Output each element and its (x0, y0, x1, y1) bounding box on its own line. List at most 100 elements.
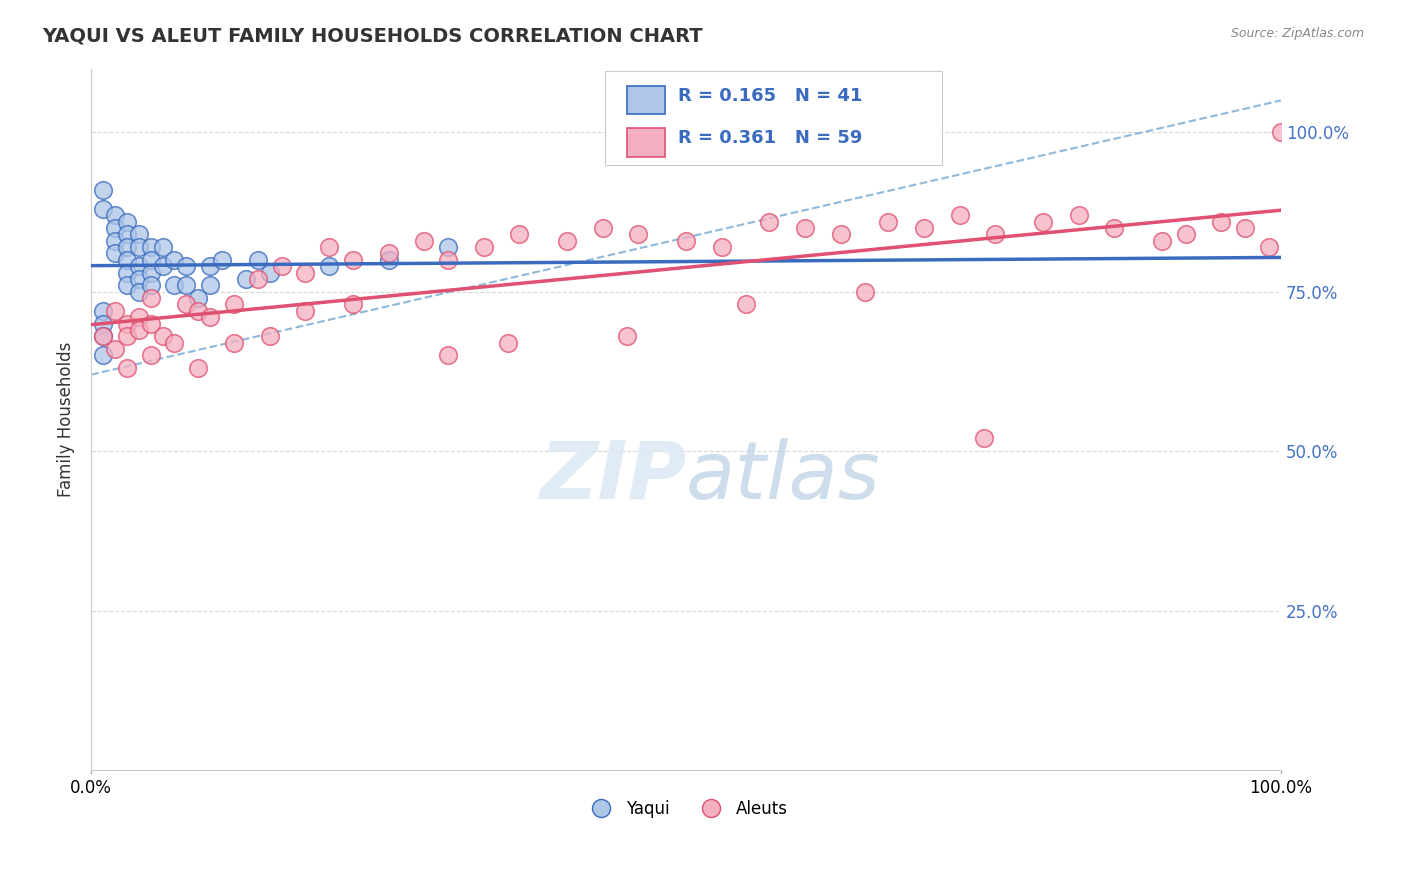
Point (342, 252, 364, 267)
Point (222, 335, 245, 350)
Point (104, 342, 127, 356)
Point (187, 303, 209, 318)
Point (437, 349, 460, 363)
Point (1067, 208, 1090, 222)
Point (1104, 221, 1126, 235)
Point (758, 214, 780, 228)
Point (853, 285, 876, 299)
Point (377, 246, 399, 260)
Point (496, 335, 519, 350)
Point (104, 246, 127, 260)
Point (259, 329, 281, 343)
Point (187, 361, 209, 376)
Point (472, 240, 495, 254)
Point (91, 202, 114, 216)
Point (246, 252, 269, 267)
Point (128, 272, 150, 286)
Point (139, 240, 162, 254)
Point (342, 297, 364, 311)
Point (246, 272, 269, 286)
Point (115, 361, 138, 376)
Point (115, 266, 138, 280)
Text: YAQUI VS ALEUT FAMILY HOUSEHOLDS CORRELATION CHART: YAQUI VS ALEUT FAMILY HOUSEHOLDS CORRELA… (42, 27, 703, 45)
Point (627, 227, 650, 242)
Point (176, 278, 198, 293)
Point (152, 240, 174, 254)
Point (115, 240, 138, 254)
Point (115, 329, 138, 343)
Text: R = 0.361   N = 59: R = 0.361 N = 59 (678, 129, 862, 147)
Point (949, 208, 972, 222)
Point (115, 214, 138, 228)
Point (675, 234, 697, 248)
Point (187, 291, 209, 305)
Point (270, 259, 292, 273)
Point (176, 297, 198, 311)
Point (163, 252, 186, 267)
Point (437, 240, 460, 254)
Point (104, 208, 127, 222)
Point (437, 252, 460, 267)
Point (139, 349, 162, 363)
Point (198, 259, 221, 273)
Point (198, 310, 221, 325)
Point (139, 266, 162, 280)
Point (128, 310, 150, 325)
Point (508, 227, 530, 242)
Point (1234, 221, 1257, 235)
Text: ZIP: ZIP (538, 438, 686, 516)
Point (91, 329, 114, 343)
Point (176, 259, 198, 273)
Point (1032, 214, 1054, 228)
Point (128, 240, 150, 254)
Point (592, 221, 614, 235)
Point (377, 252, 399, 267)
Point (128, 323, 150, 337)
Point (616, 329, 638, 343)
Point (91, 329, 114, 343)
Point (139, 291, 162, 305)
Point (211, 252, 233, 267)
Point (128, 259, 150, 273)
Y-axis label: Family Households: Family Households (58, 342, 75, 497)
Point (128, 285, 150, 299)
Point (91, 183, 114, 197)
Point (1258, 240, 1281, 254)
Point (152, 259, 174, 273)
Point (115, 278, 138, 293)
Point (710, 240, 733, 254)
Point (152, 329, 174, 343)
Point (259, 266, 281, 280)
Point (877, 214, 900, 228)
Point (115, 252, 138, 267)
Point (139, 252, 162, 267)
Point (794, 221, 817, 235)
Point (104, 221, 127, 235)
Point (198, 278, 221, 293)
Point (734, 297, 756, 311)
Point (1211, 214, 1233, 228)
Point (1174, 227, 1197, 242)
Text: Source: ZipAtlas.com: Source: ZipAtlas.com (1230, 27, 1364, 40)
Point (91, 349, 114, 363)
Point (235, 272, 257, 286)
Point (1150, 234, 1173, 248)
Point (318, 240, 340, 254)
Point (1270, 125, 1292, 139)
Point (294, 266, 316, 280)
Point (912, 221, 935, 235)
Point (139, 317, 162, 331)
Point (318, 259, 340, 273)
Point (128, 227, 150, 242)
Point (91, 303, 114, 318)
Legend: Yaqui, Aleuts: Yaqui, Aleuts (578, 794, 794, 825)
Point (115, 227, 138, 242)
Point (973, 431, 995, 445)
Point (555, 234, 578, 248)
Point (830, 227, 852, 242)
Point (294, 303, 316, 318)
Point (413, 234, 436, 248)
Text: atlas: atlas (686, 438, 880, 516)
Point (222, 297, 245, 311)
Point (104, 303, 127, 318)
